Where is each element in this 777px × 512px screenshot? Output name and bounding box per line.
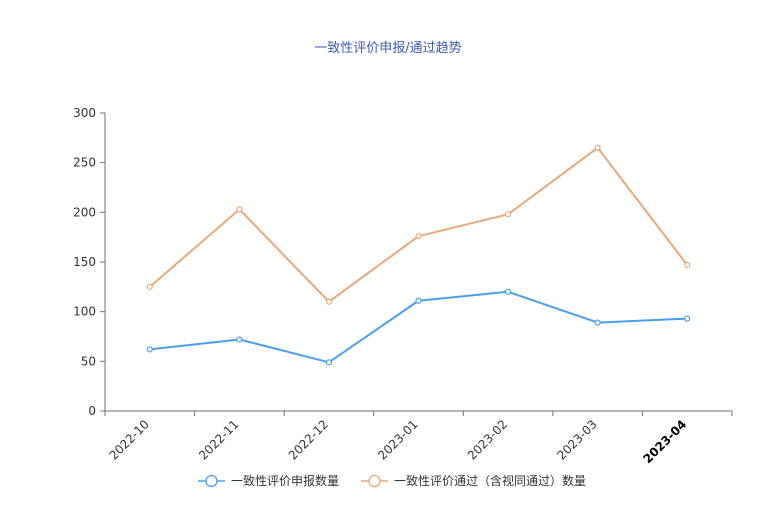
y-tick-label: 100	[73, 305, 96, 319]
data-point[interactable]	[504, 288, 512, 295]
y-tick-label: 300	[73, 106, 96, 120]
data-point[interactable]	[684, 315, 691, 322]
y-axis: 0 50 100 150 200 250 300	[73, 106, 106, 418]
legend-marker	[205, 474, 218, 488]
x-axis: 2022-10 2022-11 2022-12 2023-01 2023-02 2023-…	[104, 410, 733, 466]
legend-marker	[368, 474, 381, 488]
series-layer	[146, 144, 691, 366]
series-1	[146, 288, 691, 366]
x-tick-label: 2022-11	[196, 417, 241, 462]
y-tick-label: 200	[73, 205, 96, 219]
data-point[interactable]	[415, 233, 422, 240]
y-tick-label: 50	[81, 354, 96, 368]
legend-label: 一致性评价申报数量	[231, 473, 339, 488]
data-point[interactable]	[594, 144, 601, 151]
data-point[interactable]	[236, 206, 243, 213]
data-point[interactable]	[325, 359, 333, 366]
x-tick-label: 2023-04	[640, 417, 689, 466]
y-tick-label: 0	[88, 404, 96, 418]
data-point[interactable]	[146, 346, 153, 353]
series-line	[149, 146, 689, 303]
y-tick-label: 250	[73, 156, 96, 170]
legend-item-2[interactable]: 一致性评价通过（含视同通过）数量	[361, 473, 586, 488]
x-tick-label: 2023-01	[375, 417, 420, 462]
x-tick-label: 2023-03	[554, 417, 599, 462]
legend-item-1[interactable]: 一致性评价申报数量	[198, 473, 339, 488]
data-point[interactable]	[236, 336, 243, 343]
data-point[interactable]	[684, 261, 691, 269]
legend-label: 一致性评价通过（含视同通过）数量	[394, 473, 586, 488]
data-point[interactable]	[504, 211, 512, 218]
chart-title: 一致性评价申报/通过趋势	[314, 40, 461, 56]
y-tick-label: 150	[73, 255, 96, 269]
data-point[interactable]	[415, 297, 422, 304]
data-point[interactable]	[594, 319, 601, 326]
x-tick-label: 2022-10	[107, 417, 152, 462]
legend[interactable]: 一致性评价申报数量 一致性评价通过（含视同通过）数量	[198, 473, 586, 488]
data-point[interactable]	[146, 283, 153, 290]
x-tick-label: 2022-12	[286, 417, 331, 462]
series-2	[146, 144, 691, 305]
x-tick-label: 2023-02	[465, 417, 510, 462]
data-point[interactable]	[325, 298, 333, 305]
